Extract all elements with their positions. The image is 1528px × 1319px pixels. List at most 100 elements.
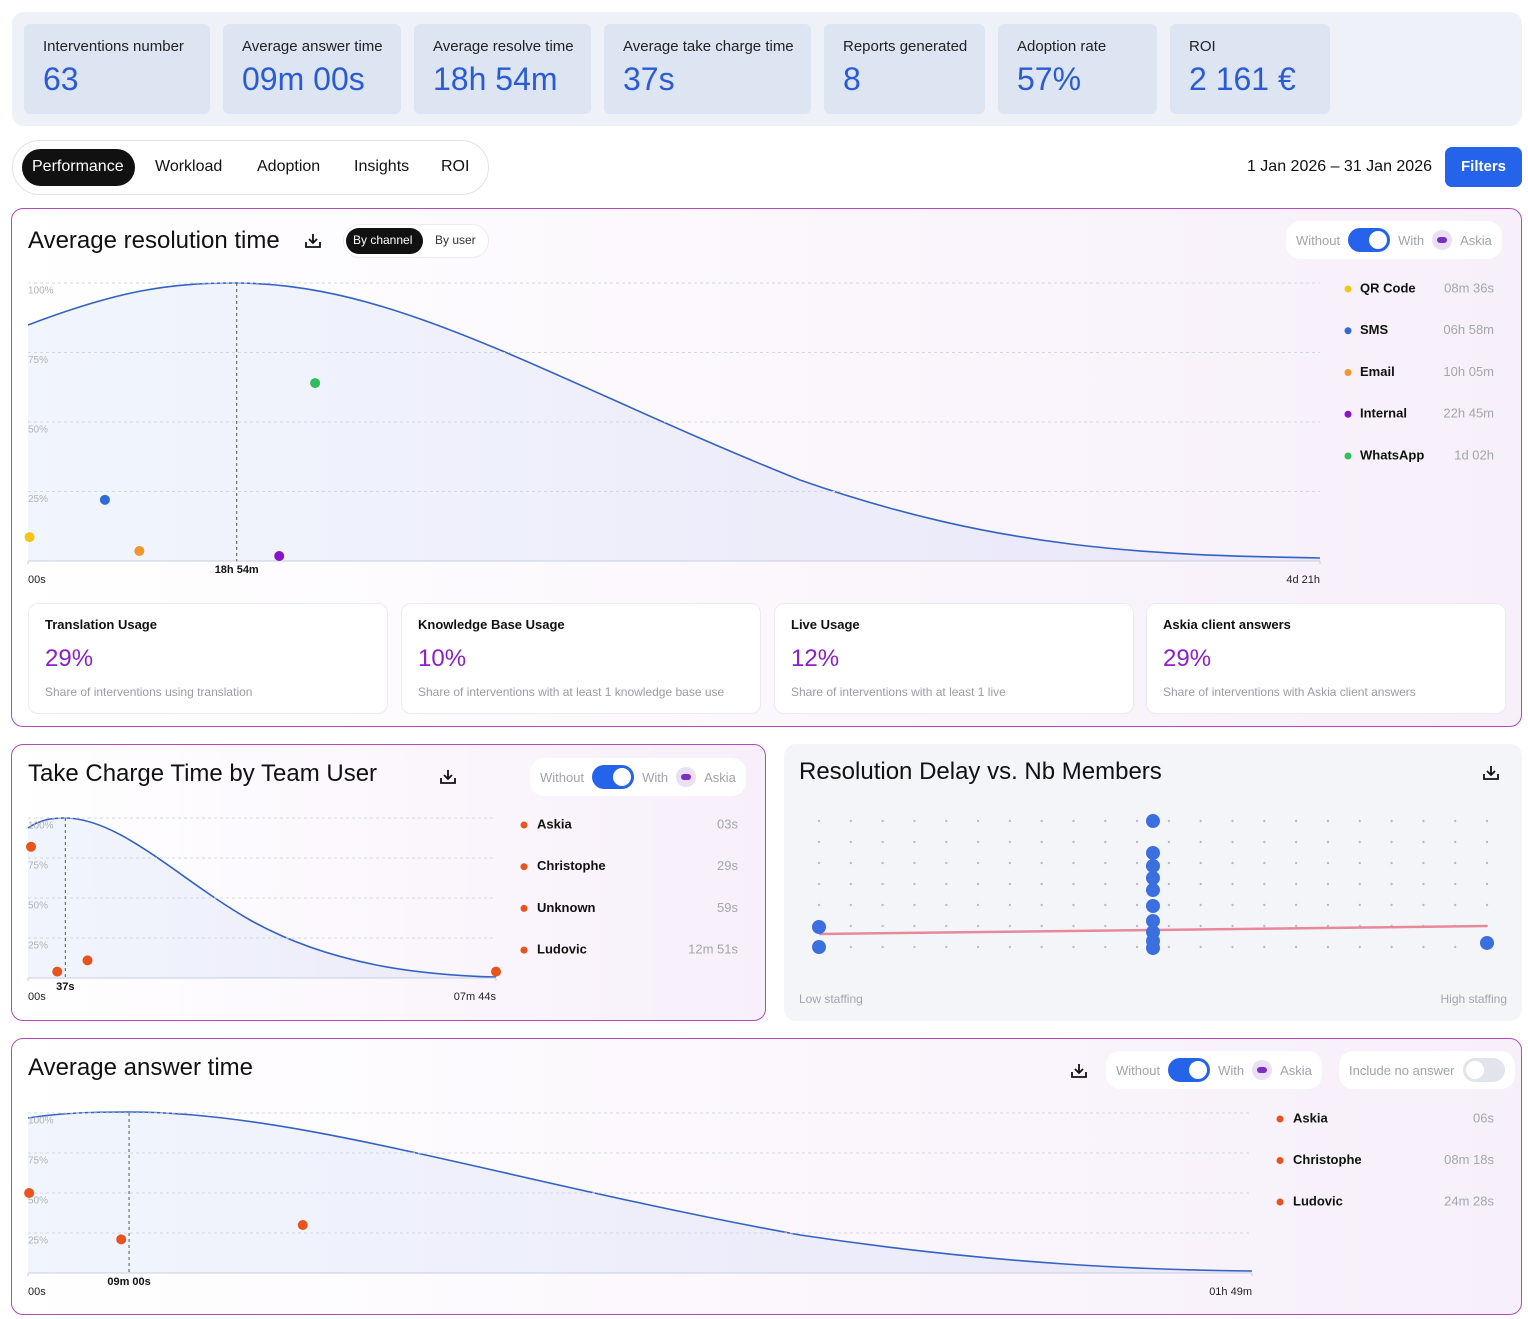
y-tick-label: 100% — [28, 1116, 54, 1127]
grid-dot — [1104, 840, 1107, 844]
grid-dot — [1390, 819, 1393, 823]
grid-dot — [1199, 840, 1202, 844]
kpi-value: 57% — [1017, 61, 1082, 97]
legend-name: Christophe — [1293, 1152, 1362, 1167]
date-range[interactable]: 1 Jan 2026 – 31 Jan 2026 — [1246, 158, 1432, 175]
x-tick-label: 07m 44s — [454, 991, 497, 1003]
grid-dot — [1263, 819, 1266, 823]
legend-dot — [1344, 285, 1352, 293]
grid-dot — [1008, 903, 1012, 907]
grid-dot — [1135, 924, 1139, 928]
switch[interactable] — [592, 765, 635, 789]
kpi-label: Adoption rate — [1017, 38, 1107, 55]
grid-dot — [1072, 945, 1075, 949]
switch[interactable] — [1462, 1058, 1505, 1082]
tab[interactable]: ROI — [441, 158, 470, 175]
grid-dot — [913, 861, 916, 865]
data-point — [310, 378, 321, 389]
grid-dot — [945, 882, 948, 886]
grid-dot — [1422, 861, 1425, 865]
grid-dot — [1104, 945, 1107, 949]
grid-dot — [1008, 819, 1012, 823]
data-point — [82, 955, 93, 966]
legend-dot — [1344, 369, 1352, 376]
kpi-label: Reports generated — [843, 38, 968, 55]
grid-dot — [1390, 861, 1393, 865]
toggle-label: With — [1398, 232, 1425, 248]
y-tick-label: 75% — [28, 1156, 48, 1167]
grid-dot — [1167, 945, 1171, 949]
grid-dot — [817, 840, 821, 844]
legend-value: 12m 51s — [688, 942, 738, 957]
grid-dot — [913, 903, 916, 907]
toggle-label: With — [642, 769, 669, 785]
toggle-label: Without — [1116, 1062, 1161, 1078]
legend-name: Internal — [1360, 406, 1407, 421]
grid-dot — [1358, 861, 1361, 865]
grid-dot — [1390, 903, 1393, 907]
kpi-card — [223, 24, 401, 114]
usage-title: Live Usage — [791, 617, 860, 632]
legend-dot — [1276, 1157, 1284, 1164]
grid-dot — [817, 903, 821, 907]
usage-card — [774, 603, 1134, 714]
tab[interactable]: Adoption — [257, 158, 321, 175]
grid-dot — [945, 924, 948, 928]
grid-dot — [1104, 924, 1107, 928]
grid-dot — [1485, 819, 1489, 823]
askia-toggle[interactable]: Without With Askia — [530, 758, 746, 796]
kpi-label: Average take charge time — [623, 38, 794, 55]
kpi-card — [998, 24, 1157, 114]
grid-dot — [913, 840, 916, 844]
grid-dot — [945, 840, 948, 844]
data-point — [99, 494, 110, 505]
grid-dot — [849, 882, 853, 886]
grid-dot — [1008, 882, 1012, 886]
legend-value: 06s — [1473, 1110, 1494, 1125]
grid-dot — [1294, 903, 1298, 907]
filters-button[interactable]: Filters — [1445, 147, 1522, 187]
view-toggle-option[interactable]: By user — [435, 233, 476, 247]
grid-dot — [1135, 819, 1139, 823]
download-icon — [1483, 766, 1499, 780]
grid-dot — [1104, 882, 1107, 886]
askia-toggle[interactable]: Without With Askia — [1106, 1051, 1322, 1089]
tab[interactable]: Performance — [32, 158, 124, 175]
grid-dot — [1199, 861, 1202, 865]
grid-dot — [1294, 924, 1298, 928]
grid-dot — [1231, 861, 1234, 865]
grid-dot — [1167, 861, 1171, 865]
grid-dot — [913, 945, 916, 949]
tab[interactable]: Workload — [155, 158, 223, 175]
kpi-value: 63 — [43, 61, 79, 97]
include-no-answer-toggle[interactable]: Include no answer — [1339, 1051, 1515, 1089]
usage-value: 10% — [418, 645, 467, 672]
kpi-label: Average answer time — [242, 38, 383, 55]
data-point — [1480, 935, 1494, 950]
grid-dot — [1040, 861, 1043, 865]
view-toggle-option[interactable]: By channel — [353, 233, 413, 247]
switch[interactable] — [1168, 1058, 1211, 1082]
grid-dot — [1326, 819, 1330, 823]
toggle-label: Without — [1296, 232, 1341, 248]
tab[interactable]: Insights — [354, 158, 410, 175]
grid-dot — [849, 924, 853, 928]
grid-dot — [945, 819, 948, 823]
grid-dot — [1485, 882, 1489, 886]
askia-toggle[interactable]: Without With Askia — [1286, 221, 1502, 259]
kpi-label: Average resolve time — [433, 38, 574, 55]
y-tick-label: 100% — [28, 286, 54, 297]
section-title: Take Charge Time by Team User — [28, 760, 378, 787]
grid-dot — [1263, 903, 1266, 907]
grid-dot — [1358, 840, 1361, 844]
switch[interactable] — [1348, 228, 1391, 252]
legend-name: Askia — [1293, 1110, 1328, 1125]
grid-dot — [1008, 924, 1012, 928]
kpi-value: 37s — [623, 61, 675, 97]
grid-dot — [1326, 945, 1330, 949]
usage-description: Share of interventions with Askia client… — [1163, 685, 1416, 699]
legend-name: Ludovic — [1293, 1193, 1343, 1208]
grid-dot — [1390, 840, 1393, 844]
data-point — [812, 940, 826, 955]
download-icon — [305, 234, 321, 248]
